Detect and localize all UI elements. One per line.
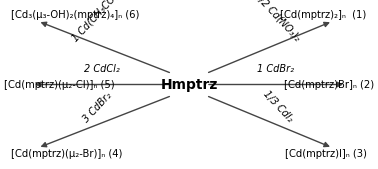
Text: [Cd₃(μ₃-OH)₂(mptrz)₄]ₙ (6): [Cd₃(μ₃-OH)₂(mptrz)₄]ₙ (6) [11,10,140,20]
Text: 1/3 CdI₂: 1/3 CdI₂ [261,89,295,124]
Text: 1/2 Cd(NO₃)₂: 1/2 Cd(NO₃)₂ [253,0,303,43]
Text: [Cd(mptrz)(μ₂-Br)]ₙ (4): [Cd(mptrz)(μ₂-Br)]ₙ (4) [11,149,123,159]
Text: 1 CdBr₂: 1 CdBr₂ [257,64,294,74]
Text: 2 CdCl₂: 2 CdCl₂ [84,64,120,74]
Text: [Cd(mptrz)Br]ₙ (2): [Cd(mptrz)Br]ₙ (2) [284,79,374,90]
Text: [Cd(mptrz)(μ₂-Cl)]ₙ (5): [Cd(mptrz)(μ₂-Cl)]ₙ (5) [4,79,115,90]
Text: [Cd(mptrz)I]ₙ (3): [Cd(mptrz)I]ₙ (3) [285,149,367,159]
Text: 1 Cd(CH₃CO₂)₂: 1 Cd(CH₃CO₂)₂ [70,0,125,43]
Text: [Cd(mptrz)₂]ₙ  (1): [Cd(mptrz)₂]ₙ (1) [280,10,367,20]
Text: Hmptrz: Hmptrz [160,78,218,91]
Text: 3 CdBr₂: 3 CdBr₂ [81,90,114,124]
